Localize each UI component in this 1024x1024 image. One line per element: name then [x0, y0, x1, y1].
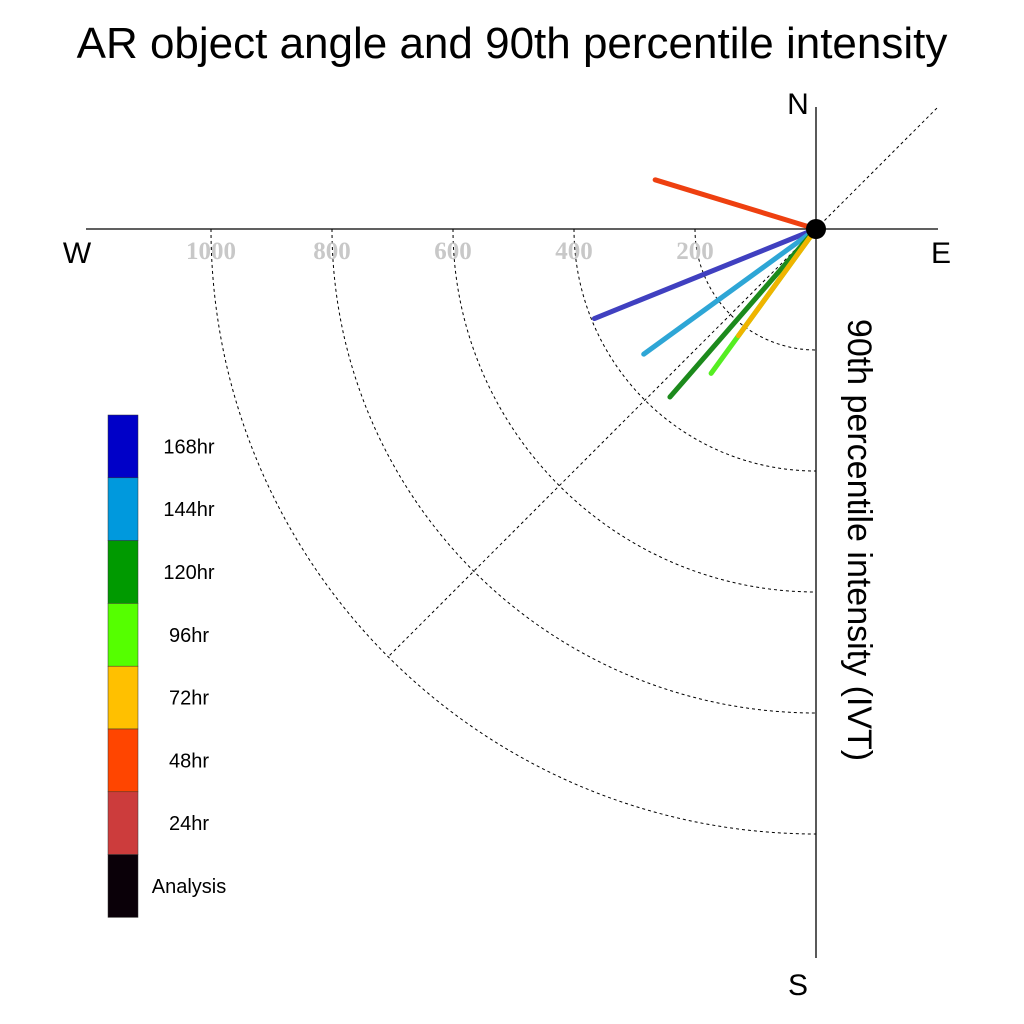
- radial-tick-label: 1000: [186, 238, 236, 265]
- legend-label: 144hr: [163, 499, 214, 521]
- reference-diagonal-northeast: [815, 106, 939, 230]
- legend-swatch-24hr: [107, 791, 139, 855]
- intensity-ring: [210, 228, 817, 835]
- intensity-ring: [331, 228, 817, 714]
- legend-label: 168hr: [163, 436, 214, 458]
- series-vectors: [591, 177, 819, 400]
- origin-marker: [806, 219, 826, 239]
- radial-tick-labels: 200 400 600 800 1000: [186, 238, 714, 265]
- legend-swatch-120hr: [107, 540, 139, 604]
- legend-swatch-48hr: [107, 728, 139, 793]
- intensity-ring: [573, 228, 817, 472]
- radial-tick-label: 200: [676, 238, 714, 265]
- intensity-ring: [694, 228, 817, 351]
- legend-swatch-144hr: [107, 477, 139, 541]
- legend-label: 120hr: [163, 562, 214, 584]
- compass-north: N: [787, 88, 809, 121]
- vector-144hr: [641, 226, 819, 357]
- legend-swatch-72hr: [107, 665, 139, 730]
- vector-168hr: [591, 226, 819, 322]
- vector-48hr: [652, 177, 819, 232]
- chart-title: AR object angle and 90th percentile inte…: [77, 19, 948, 68]
- legend-label: 72hr: [169, 688, 209, 710]
- vector-72hr: [735, 226, 819, 339]
- legend: 168hr 144hr 120hr 96hr 72hr 48hr 24hr Analysis: [107, 414, 226, 918]
- compass-east: E: [931, 237, 951, 270]
- compass-west: W: [63, 237, 92, 270]
- radial-tick-label: 800: [313, 238, 351, 265]
- legend-swatch-168hr: [107, 414, 139, 479]
- legend-label: Analysis: [152, 876, 226, 898]
- vector-120hr: [667, 226, 819, 400]
- compass-south: S: [788, 969, 808, 1002]
- legend-swatch-analysis: [107, 854, 139, 918]
- legend-swatch-96hr: [107, 603, 139, 667]
- y-axis-label: 90th percentile intensity (IVT): [840, 319, 878, 761]
- reference-diagonal: [387, 228, 817, 658]
- radial-tick-label: 600: [434, 238, 472, 265]
- legend-label: 96hr: [169, 625, 209, 647]
- legend-label: 48hr: [169, 750, 209, 772]
- legend-label: 24hr: [169, 813, 209, 835]
- radial-tick-label: 400: [555, 238, 593, 265]
